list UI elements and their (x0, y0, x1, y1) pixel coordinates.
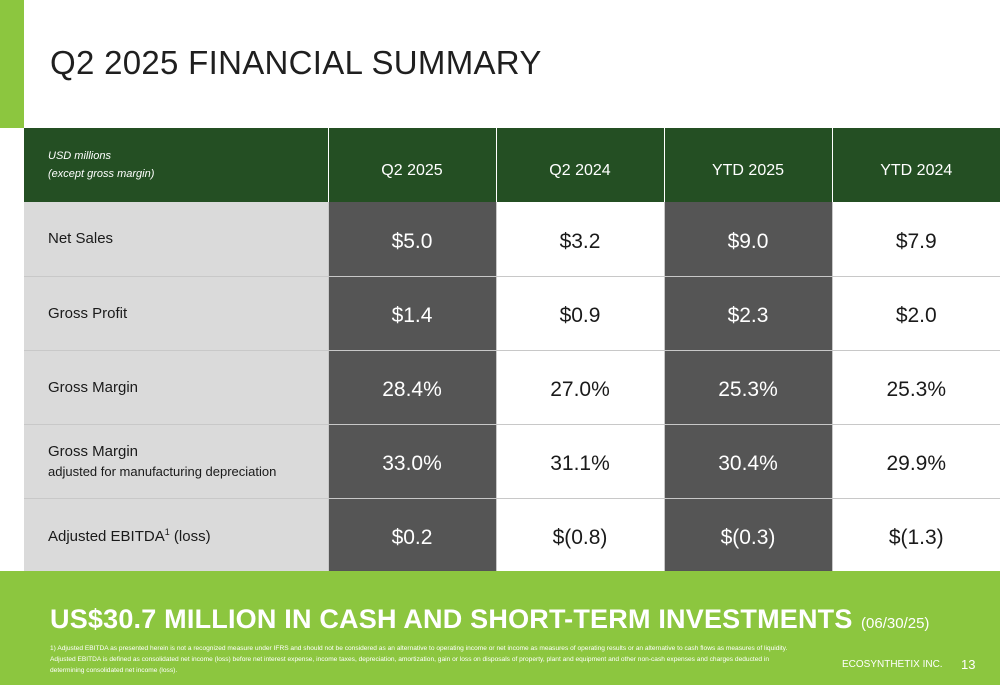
cell-value: $2.0 (832, 276, 1000, 351)
column-header-q2-2024: Q2 2024 (496, 128, 665, 202)
cell-value: $0.9 (496, 276, 665, 351)
footnote-marker: 1 (164, 526, 170, 537)
cell-value: 33.0% (328, 424, 497, 499)
table-row-net-sales: Net Sales $5.0 $3.2 $9.0 $7.9 (24, 202, 1000, 277)
units-line-1: USD millions (48, 150, 111, 162)
table-row-gross-margin: Gross Margin 28.4% 27.0% 25.3% 25.3% (24, 350, 1000, 425)
cash-headline: US$30.7 MILLION IN CASH AND SHORT-TERM I… (50, 604, 929, 635)
row-label: Gross Margin (24, 350, 329, 425)
cell-value: $1.4 (328, 276, 497, 351)
cell-value: 28.4% (328, 350, 497, 425)
cell-value: 30.4% (664, 424, 833, 499)
column-header-ytd-2024: YTD 2024 (832, 128, 1000, 202)
cell-value: $(0.3) (664, 498, 833, 572)
cell-value: $0.2 (328, 498, 497, 572)
row-label-text: Gross Profit (48, 304, 128, 322)
row-label-text: Gross Margin (48, 442, 139, 460)
footnote: 1) Adjusted EBITDA as presented herein i… (50, 645, 788, 674)
table-row-adjusted-gross-margin: Gross Margin adjusted for manufacturing … (24, 424, 1000, 499)
page-number: 13 (961, 657, 976, 672)
footer-banner: US$30.7 MILLION IN CASH AND SHORT-TERM I… (0, 571, 1000, 685)
financial-summary-table: USD millions (except gross margin) Q2 20… (24, 128, 1000, 572)
row-label: Adjusted EBITDA1 (loss) (24, 498, 329, 572)
row-sublabel: adjusted for manufacturing depreciation (48, 463, 277, 479)
cell-value: $5.0 (328, 202, 497, 277)
cell-value: 25.3% (664, 350, 833, 425)
row-label-suffix: (loss) (169, 527, 211, 545)
cell-value: 27.0% (496, 350, 665, 425)
cell-value: $2.3 (664, 276, 833, 351)
cell-value: $9.0 (664, 202, 833, 277)
cell-value: 29.9% (832, 424, 1000, 499)
cell-value: 31.1% (496, 424, 665, 499)
company-name: ECOSYNTHETIX INC. (842, 659, 943, 670)
units-line-2: (except gross margin) (48, 168, 155, 180)
column-header-ytd-2025: YTD 2025 (664, 128, 833, 202)
column-header-q2-2025: Q2 2025 (328, 128, 497, 202)
cell-value: $(0.8) (496, 498, 665, 572)
table-row-adjusted-ebitda: Adjusted EBITDA1 (loss) $0.2 $(0.8) $(0.… (24, 498, 1000, 572)
table-row-gross-profit: Gross Profit $1.4 $0.9 $2.3 $2.0 (24, 276, 1000, 351)
table-header-row: USD millions (except gross margin) Q2 20… (24, 128, 1000, 202)
accent-bar (0, 0, 24, 128)
headline-date: (06/30/25) (861, 615, 930, 632)
row-label: Net Sales (24, 202, 329, 277)
cell-value: 25.3% (832, 350, 1000, 425)
row-label: Gross Margin adjusted for manufacturing … (24, 424, 329, 499)
row-label-text: Gross Margin (48, 378, 139, 396)
units-header: USD millions (except gross margin) (24, 128, 329, 202)
cell-value: $3.2 (496, 202, 665, 277)
page-title: Q2 2025 FINANCIAL SUMMARY (50, 44, 542, 81)
headline-text: US$30.7 MILLION IN CASH AND SHORT-TERM I… (50, 604, 853, 634)
row-label-text: Adjusted EBITDA (48, 527, 165, 545)
row-label-text: Net Sales (48, 230, 114, 247)
cell-value: $7.9 (832, 202, 1000, 277)
row-label: Gross Profit (24, 276, 329, 351)
cell-value: $(1.3) (832, 498, 1000, 572)
